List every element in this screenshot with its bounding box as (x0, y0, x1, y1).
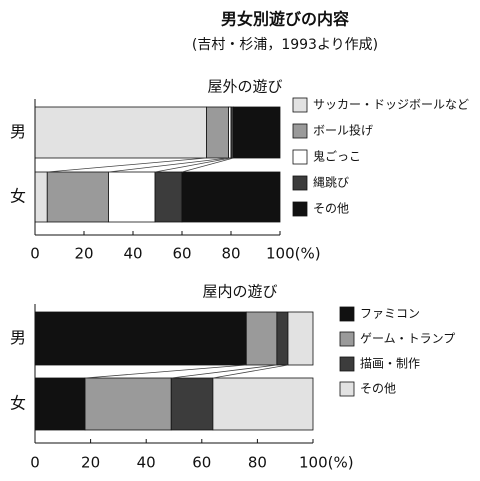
legend-swatch (339, 381, 355, 397)
bar-segment (245, 311, 278, 366)
bar-segment (108, 171, 156, 223)
bar-segment (212, 377, 314, 431)
bar-segment (181, 171, 281, 223)
bar-segment (34, 377, 86, 431)
connector (47, 157, 207, 173)
legend-label: 描画・制作 (360, 357, 420, 371)
connector (212, 364, 289, 379)
x-tick-label: 100(%) (266, 245, 321, 263)
bar-segment (34, 106, 207, 159)
x-tick-label: 20 (81, 454, 100, 472)
connector (181, 157, 234, 173)
bar-segment (34, 311, 247, 366)
chart-title: 屋内の遊び (202, 283, 277, 301)
legend-label: 鬼ごっこ (313, 149, 361, 164)
bar-segment (233, 106, 281, 159)
legend-swatch (339, 306, 355, 322)
connector (154, 157, 232, 173)
category-label: 男 (10, 328, 26, 347)
connector (85, 364, 247, 379)
legend-label: ボール投げ (313, 123, 373, 138)
figure-subtitle: (吉村・杉浦，1993より作成) (192, 37, 378, 53)
legend-swatch (292, 149, 308, 165)
chart-title: 屋外の遊び (207, 78, 282, 96)
legend-swatch (339, 331, 355, 347)
bar-segment (84, 377, 172, 431)
bar-segment (170, 377, 214, 431)
legend-swatch (292, 201, 308, 217)
legend-label: その他 (313, 202, 349, 216)
legend-label: ゲーム・トランプ (360, 332, 455, 346)
legend-label: サッカー・ドッジボールなど (313, 98, 469, 112)
x-tick-label: 40 (123, 245, 142, 263)
legend-label: 縄跳び (313, 175, 349, 190)
figure-title: 男女別遊びの内容 (221, 10, 349, 29)
x-tick-label: 20 (74, 245, 93, 263)
x-tick-label: 100(%) (299, 454, 354, 472)
x-tick-label: 60 (192, 454, 211, 472)
bar-segment (206, 106, 229, 159)
bar-segment (46, 171, 109, 223)
bar-segment (287, 311, 314, 366)
category-label: 女 (10, 187, 26, 206)
x-tick-label: 60 (172, 245, 191, 263)
x-tick-label: 80 (248, 454, 267, 472)
x-tick-label: 40 (137, 454, 156, 472)
connector (108, 157, 229, 173)
bar-segment (276, 311, 289, 366)
legend-swatch (292, 123, 308, 139)
category-label: 女 (10, 394, 26, 413)
x-tick-label: 0 (30, 454, 40, 472)
category-label: 男 (10, 122, 26, 141)
legend-label: ファミコン (360, 307, 420, 321)
legend-swatch (339, 356, 355, 372)
legend-swatch (292, 97, 308, 113)
x-tick-label: 80 (221, 245, 240, 263)
x-tick-label: 0 (30, 245, 40, 263)
legend-label: その他 (360, 382, 396, 396)
legend-swatch (292, 175, 308, 191)
bar-segment (154, 171, 183, 223)
bar-segment (34, 171, 48, 223)
connector (171, 364, 277, 379)
